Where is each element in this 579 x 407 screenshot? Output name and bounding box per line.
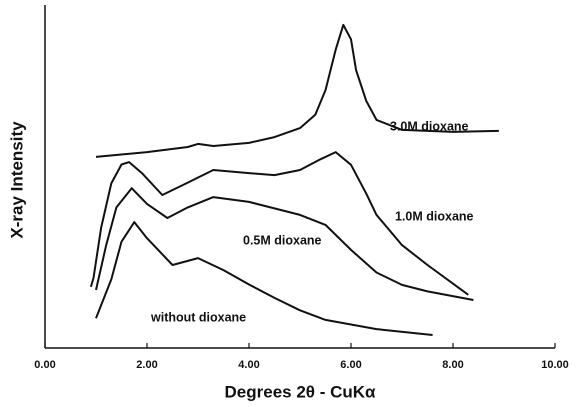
x-tick-label: 4.00 [238, 359, 259, 371]
x-tick-label: 10.00 [541, 359, 569, 371]
series-line [95, 187, 474, 301]
series-line [95, 23, 499, 158]
series-label: 3.0M dioxane [390, 119, 469, 133]
y-axis-title: X-ray Intensity [7, 121, 26, 239]
series-line [95, 221, 433, 336]
series-label: 1.0M dioxane [395, 209, 474, 223]
x-tick-label: 8.00 [442, 359, 463, 371]
x-tick-label: 6.00 [340, 359, 361, 371]
x-axis-title: Degrees 2θ - CuKα [225, 382, 377, 401]
x-tick-label: 0.00 [34, 359, 55, 371]
series-label: without dioxane [150, 310, 246, 324]
series-label: 0.5M dioxane [243, 233, 322, 247]
series-line [89, 151, 469, 296]
x-tick-label: 2.00 [136, 359, 157, 371]
